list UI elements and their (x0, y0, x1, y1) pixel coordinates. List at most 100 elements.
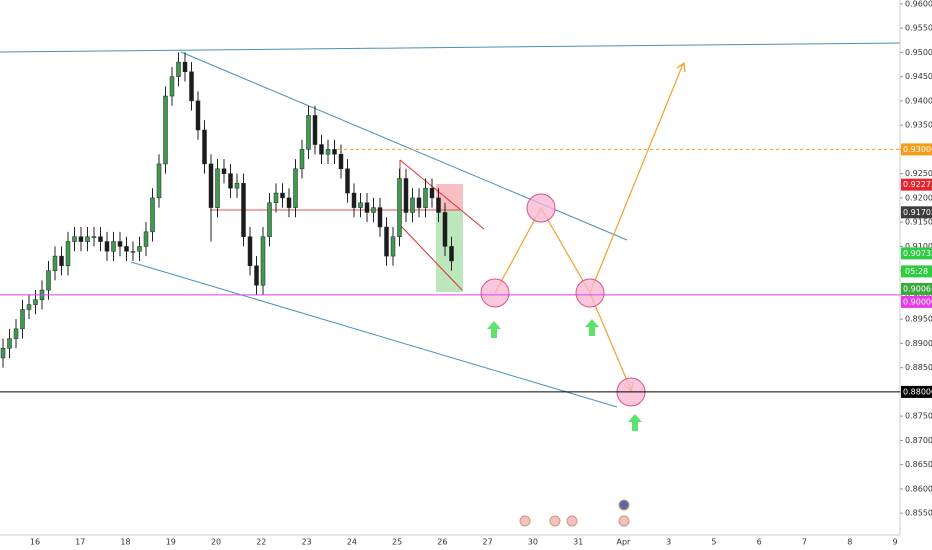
candle-body (280, 192, 285, 199)
candle-body (228, 173, 233, 189)
price-label: 0.91703 (903, 208, 932, 217)
event-icon (618, 499, 630, 511)
event-icon (519, 515, 531, 527)
target-circle (575, 278, 605, 308)
up-arrow (487, 321, 501, 338)
candle-body (137, 246, 142, 252)
x-tick-label: 27 (483, 538, 493, 547)
candle-body (143, 231, 149, 247)
candle-body (78, 236, 84, 242)
candle-body (98, 236, 103, 242)
up-arrow (585, 319, 599, 336)
candle-body (150, 197, 155, 233)
x-tick-label: 26 (437, 538, 447, 547)
candle-body (85, 236, 90, 242)
projection-path (589, 63, 684, 294)
candle-body (273, 192, 279, 203)
candle-body (293, 168, 298, 208)
candle-body (416, 197, 422, 208)
candle-body (20, 309, 25, 330)
drawings (0, 42, 901, 527)
candle-body (436, 197, 441, 213)
candle-body (52, 255, 58, 271)
candle-body (286, 197, 292, 208)
price-label-box (901, 247, 932, 260)
candle-body (13, 328, 19, 339)
x-tick-label: 25 (392, 538, 402, 547)
x-tick-label: Apr (616, 538, 631, 547)
candle-body (221, 168, 227, 174)
candle-body (124, 246, 129, 252)
candle-body (241, 183, 246, 237)
candle-body (26, 304, 32, 310)
candle-body (182, 61, 188, 73)
event-icon (566, 515, 578, 527)
candle-body (358, 202, 363, 208)
channel-line (399, 224, 463, 291)
candle-body (410, 197, 415, 213)
x-tick-label: 24 (347, 538, 357, 547)
projection-path (494, 206, 632, 391)
candle-body (163, 95, 168, 165)
arrow-head (676, 61, 686, 73)
candle-body (312, 115, 318, 145)
candle-body (442, 212, 448, 247)
x-tick-label: 5 (711, 538, 716, 547)
candle-body (46, 270, 51, 291)
candle-body (0, 348, 6, 359)
x-tick-label: 22 (256, 538, 266, 547)
candle-body (91, 236, 97, 238)
candle-body (345, 168, 350, 194)
price-label-box (901, 206, 932, 219)
candle-body (208, 163, 214, 208)
candle-body (254, 265, 259, 286)
candle-body (267, 202, 272, 237)
target-circle (526, 193, 556, 223)
candle-body (72, 236, 77, 242)
x-tick-label: 17 (75, 538, 85, 547)
candle-body (33, 299, 38, 305)
candle-body (371, 207, 376, 213)
candle-body (7, 338, 12, 349)
x-tick-label: 7 (802, 538, 807, 547)
price-label: 0.90732 (903, 249, 932, 258)
price-label-box (901, 282, 932, 295)
x-tick-label: 16 (30, 538, 40, 547)
candle-body (429, 187, 435, 199)
candle-body (403, 178, 409, 213)
x-tick-label: 19 (166, 538, 176, 547)
candle-body (364, 202, 370, 213)
x-tick-label: 18 (120, 538, 130, 547)
candle-body (306, 115, 311, 150)
channel-line (399, 159, 485, 230)
candle-body (189, 71, 194, 102)
x-tick-label: 31 (573, 538, 583, 547)
candle-body (215, 168, 220, 208)
countdown: 05:28 (905, 267, 928, 276)
candle-body (332, 149, 337, 155)
candle-body (59, 255, 64, 267)
candle-body (377, 207, 383, 228)
candle-body (156, 163, 162, 199)
event-icon (549, 515, 561, 527)
event-icon (618, 515, 630, 527)
candle-body (247, 236, 253, 267)
candle-body (130, 251, 136, 253)
